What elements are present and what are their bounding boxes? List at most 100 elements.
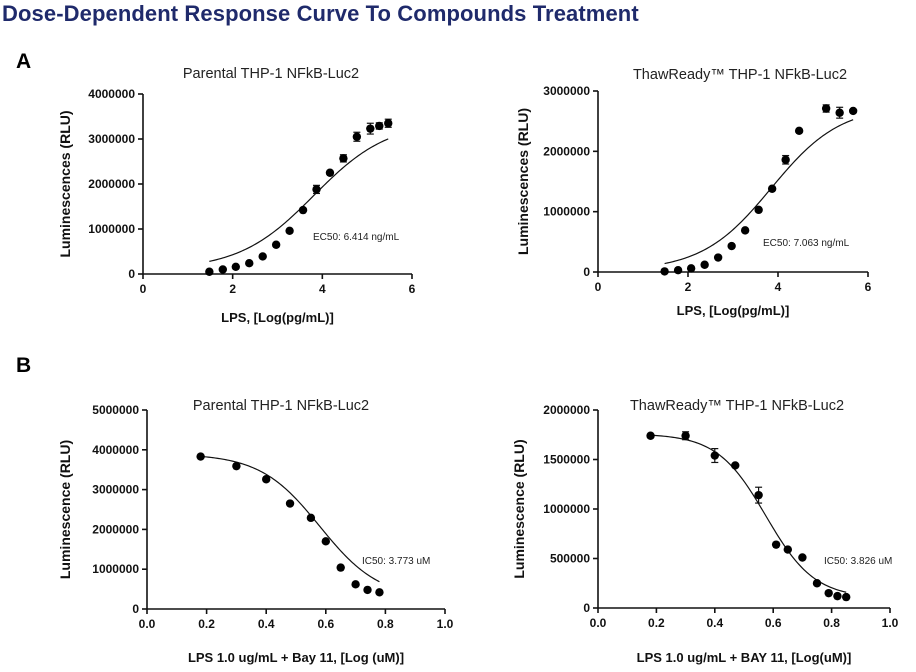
- chart-4-data-point: [681, 431, 690, 440]
- chart-1-data-point: [258, 252, 267, 261]
- chart-4-x-tick-label: 0.4: [706, 616, 723, 630]
- chart-3-x-tick-label: 0.4: [258, 617, 275, 631]
- chart-4-data-point: [842, 592, 851, 602]
- chart-1-data-point: [271, 240, 281, 249]
- chart-1-y-tick-label: 2000000: [88, 177, 135, 191]
- chart-1-data-point: [375, 121, 384, 131]
- chart-4-x-tick-label: 1.0: [882, 616, 899, 630]
- chart-2-data-point: [767, 184, 777, 193]
- chart-1-x-tick-label: 2: [229, 282, 236, 296]
- chart-3-data-point: [375, 588, 384, 597]
- chart-3-x-tick-label: 0.8: [377, 617, 394, 631]
- chart-2-x-axis-label: LPS, [Log(pg/mL)]: [677, 303, 790, 318]
- chart-2-data-point: [794, 126, 804, 136]
- chart-4-y-tick-label: 2000000: [543, 403, 590, 417]
- chart-3-y-tick-label: 3000000: [92, 483, 139, 497]
- chart-3-y-tick-label: 0: [132, 602, 139, 616]
- chart-1-y-tick-label: 0: [128, 267, 135, 281]
- panel-label-a: A: [16, 50, 32, 73]
- chart-2-x-tick-label: 2: [685, 280, 692, 294]
- chart-2-data-point: [848, 106, 858, 116]
- chart-3-data-point: [351, 580, 360, 589]
- chart-1-data-point: [366, 124, 375, 133]
- chart-3-y-tick-label: 4000000: [92, 443, 139, 457]
- chart-2-data-point: [660, 267, 669, 276]
- chart-2-data-point: [781, 155, 790, 164]
- page-title: Dose-Dependent Response Curve To Compoun…: [2, 1, 639, 26]
- chart-1-annotation: EC50: 6.414 ng/mL: [313, 232, 400, 243]
- chart-1-x-tick-label: 0: [140, 282, 147, 296]
- chart-3-y-tick-label: 2000000: [92, 522, 139, 536]
- chart-2-data-point: [673, 265, 683, 275]
- chart-4-data-point: [798, 553, 807, 562]
- chart-4-y-axis-label: Luminescence (RLU): [511, 439, 527, 578]
- chart-2-x-tick-label: 4: [775, 280, 782, 294]
- panel-label-b: B: [16, 354, 32, 377]
- chart-2-y-tick-label: 0: [583, 265, 590, 279]
- chart-4-fit-curve: [650, 434, 847, 593]
- chart-2-data-point: [821, 104, 831, 113]
- chart-1-y-tick-label: 3000000: [88, 132, 135, 146]
- chart-1-data-point: [384, 119, 393, 128]
- chart-4-data-point: [824, 588, 833, 598]
- chart-3-data-point: [306, 513, 316, 523]
- chart-4-x-tick-label: 0.8: [823, 616, 840, 630]
- chart-2-title: ThawReady™ THP-1 NFkB-Luc2: [633, 67, 847, 83]
- chart-2-data-point: [754, 205, 763, 215]
- chart-3-x-tick-label: 0.2: [198, 617, 215, 631]
- chart-4-x-tick-label: 0.2: [648, 616, 665, 630]
- chart-3-annotation: IC50: 3.773 uM: [362, 556, 430, 567]
- chart-1-data-point: [339, 154, 348, 163]
- chart-4-data-point: [710, 451, 719, 460]
- chart-4-x-tick-label: 0.6: [765, 616, 782, 630]
- chart-1-x-tick-label: 6: [409, 282, 416, 296]
- chart-3-data-point: [196, 452, 205, 461]
- chart-1-data-point: [285, 226, 294, 235]
- chart-2-data-point: [727, 241, 736, 251]
- chart-2-fit-curve: [664, 119, 854, 265]
- chart-3-data-point: [363, 585, 372, 595]
- chart-4-y-tick-label: 1500000: [543, 453, 590, 467]
- chart-3-x-tick-label: 0.6: [317, 617, 334, 631]
- chart-1-y-tick-label: 4000000: [88, 87, 135, 101]
- chart-1-data-point: [298, 205, 308, 215]
- chart-2-annotation: EC50: 7.063 ng/mL: [763, 238, 850, 249]
- chart-3-title: Parental THP-1 NFkB-Luc2: [193, 398, 369, 414]
- chart-4-x-tick-label: 0.0: [590, 616, 607, 630]
- chart-4-x-axis-label: LPS 1.0 ug/mL + BAY 11, [Log(uM)]: [637, 650, 852, 665]
- chart-1-data-point: [205, 267, 214, 276]
- chart-3-data-point: [232, 461, 241, 471]
- chart-4-data-point: [754, 490, 763, 500]
- chart-4-data-point: [833, 591, 842, 601]
- chart-1-data-point: [218, 265, 228, 274]
- chart-2-data-point: [835, 108, 844, 117]
- chart-2-data-point: [700, 260, 709, 269]
- chart-3-data-point: [285, 499, 295, 508]
- chart-1-fit-curve: [209, 138, 389, 262]
- chart-4-y-tick-label: 500000: [550, 552, 590, 566]
- chart-4-data-point: [731, 461, 740, 470]
- chart-3-y-tick-label: 5000000: [92, 403, 139, 417]
- chart-2-y-axis-label: Luminescences (RLU): [515, 108, 531, 255]
- chart-2-data-point: [713, 253, 723, 262]
- chart-2-y-tick-label: 2000000: [543, 144, 590, 158]
- chart-2-x-tick-label: 6: [865, 280, 872, 294]
- chart-2-data-point: [740, 226, 750, 235]
- chart-1-title: Parental THP-1 NFkB-Luc2: [183, 66, 359, 82]
- chart-1-x-tick-label: 4: [319, 282, 326, 296]
- chart-1-data-point: [325, 168, 335, 177]
- chart-1-y-axis-label: Luminescences (RLU): [57, 110, 73, 257]
- chart-1-data-point: [245, 259, 254, 268]
- chart-3-data-point: [336, 563, 345, 572]
- chart-3-y-tick-label: 1000000: [92, 562, 139, 576]
- chart-1-data-point: [352, 132, 362, 141]
- chart-4-data-point: [646, 431, 655, 440]
- chart-4-y-tick-label: 0: [583, 601, 590, 615]
- chart-2-y-tick-label: 3000000: [543, 84, 590, 98]
- chart-2-y-tick-label: 1000000: [543, 205, 590, 219]
- chart-2-data-point: [686, 264, 696, 273]
- chart-4-title: ThawReady™ THP-1 NFkB-Luc2: [630, 398, 844, 414]
- chart-1-data-point: [312, 185, 321, 194]
- chart-3-data-point: [262, 475, 271, 484]
- chart-3-data-point: [321, 537, 330, 546]
